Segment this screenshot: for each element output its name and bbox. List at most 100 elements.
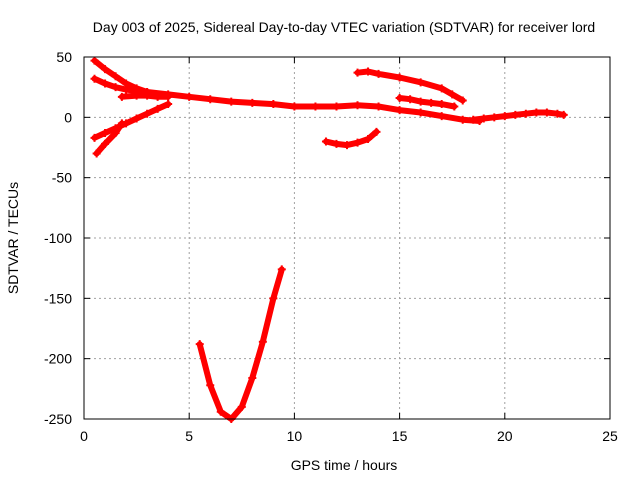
data-point — [164, 92, 173, 101]
axis-ticks: 0 5 10 15 20 25 -250 -200 -150 -100 -50 0 50 — [44, 49, 618, 444]
data-point — [374, 69, 383, 78]
data-point — [269, 100, 278, 109]
series-arc-5 — [92, 119, 126, 158]
data-point — [153, 104, 162, 113]
y-tick-label: -100 — [44, 230, 72, 246]
data-point — [364, 135, 373, 144]
data-point — [258, 337, 267, 346]
data-point — [90, 74, 99, 83]
data-point — [332, 102, 341, 111]
data-point — [185, 92, 194, 101]
data-point — [374, 102, 383, 111]
data-point — [395, 73, 404, 82]
data-point — [117, 119, 126, 128]
x-tick-label: 5 — [185, 428, 193, 444]
data-point — [416, 108, 425, 117]
data-point — [332, 139, 341, 148]
data-point — [353, 138, 362, 147]
x-tick-label: 0 — [80, 428, 88, 444]
data-point — [395, 94, 404, 103]
data-point — [450, 102, 459, 111]
data-point — [101, 129, 110, 138]
x-axis-label: GPS time / hours — [291, 457, 398, 473]
data-point — [132, 114, 141, 123]
data-point — [90, 56, 99, 65]
data-point — [364, 67, 373, 76]
data-point — [101, 65, 110, 74]
data-point — [353, 68, 362, 77]
data-point — [448, 90, 457, 99]
data-point — [458, 115, 467, 124]
data-point — [372, 127, 381, 136]
data-point — [458, 96, 467, 105]
data-point — [290, 102, 299, 111]
x-tick-label: 25 — [602, 428, 618, 444]
data-point — [248, 98, 257, 107]
data-point — [542, 108, 551, 117]
series-line — [93, 120, 125, 157]
data-point — [111, 129, 120, 138]
y-axis-label: SDTVAR / TECUs — [5, 182, 21, 294]
data-point — [101, 79, 110, 88]
data-point — [437, 100, 446, 109]
series-arc-6 — [195, 265, 286, 423]
data-point — [195, 340, 204, 349]
data-point — [90, 133, 99, 142]
data-point — [321, 137, 330, 146]
data-series — [90, 56, 568, 423]
series-arc-3 — [117, 91, 173, 101]
data-point — [532, 108, 541, 117]
data-point — [437, 84, 446, 93]
data-point — [406, 95, 415, 104]
data-point — [143, 91, 152, 100]
data-point — [143, 109, 152, 118]
data-point — [427, 98, 436, 107]
x-tick-label: 15 — [392, 428, 408, 444]
data-point — [416, 78, 425, 87]
series-arc-7 — [321, 127, 381, 150]
data-point — [111, 72, 120, 81]
data-point — [269, 294, 278, 303]
data-point — [237, 402, 246, 411]
chart-title: Day 003 of 2025, Sidereal Day-to-day VTE… — [93, 19, 595, 35]
data-point — [490, 113, 499, 122]
data-point — [92, 149, 101, 158]
data-point — [559, 110, 568, 119]
data-point — [153, 92, 162, 101]
y-tick-label: 0 — [64, 109, 72, 125]
series-arc-8 — [353, 67, 467, 105]
data-point — [395, 106, 404, 115]
x-tick-label: 10 — [287, 428, 303, 444]
y-tick-label: -50 — [52, 170, 72, 186]
data-point — [227, 97, 236, 106]
data-point — [353, 101, 362, 110]
data-point — [164, 100, 173, 109]
data-point — [216, 407, 225, 416]
data-point — [311, 102, 320, 111]
data-point — [416, 97, 425, 106]
y-tick-label: -150 — [44, 290, 72, 306]
data-point — [122, 85, 131, 94]
y-tick-label: -200 — [44, 351, 72, 367]
data-point — [206, 95, 215, 104]
series-line — [196, 266, 285, 422]
data-point — [248, 373, 257, 382]
data-point — [437, 112, 446, 121]
data-point — [553, 109, 562, 118]
series-line — [470, 109, 567, 123]
data-point — [479, 114, 488, 123]
y-tick-label: 50 — [56, 49, 72, 65]
data-point — [500, 112, 509, 121]
data-point — [111, 83, 120, 92]
data-point — [132, 91, 141, 100]
x-tick-label: 20 — [497, 428, 513, 444]
data-point — [469, 115, 478, 124]
data-point — [343, 141, 351, 150]
series-arc-4 — [90, 100, 173, 142]
data-point — [511, 110, 520, 119]
series-arc-10 — [469, 108, 568, 124]
data-point — [206, 381, 215, 390]
data-point — [521, 109, 530, 118]
data-point — [277, 265, 286, 274]
